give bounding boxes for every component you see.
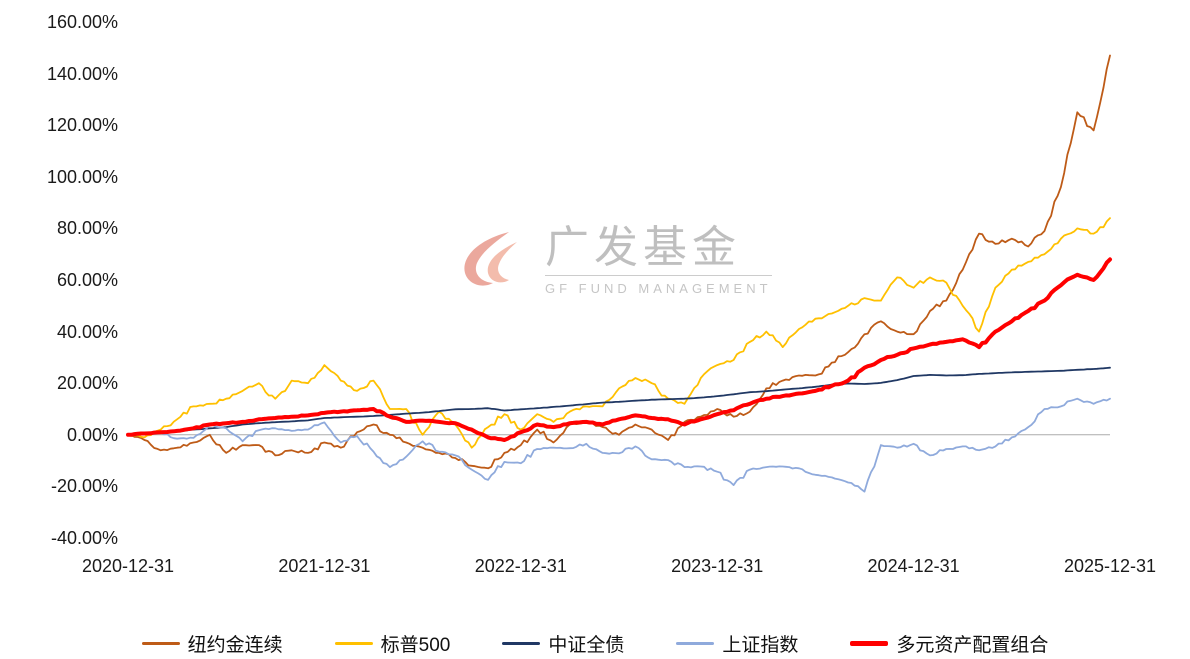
watermark-text: 广发基金 GF FUND MANAGEMENT — [545, 224, 772, 296]
series-line-1 — [127, 54, 1111, 470]
legend-swatch — [334, 642, 373, 645]
series-line-2 — [127, 217, 1111, 449]
legend-label: 纽约金连续 — [187, 635, 283, 656]
legend-item: 纽约金连续 — [141, 630, 283, 657]
legend-label: 中证全债 — [548, 635, 625, 656]
legend-item: 上证指数 — [676, 630, 798, 657]
legend-item: 中证全债 — [502, 630, 624, 657]
legend-swatch — [850, 641, 889, 646]
series-line-4 — [127, 397, 1111, 493]
legend-item: 多元资产配置组合 — [850, 630, 1048, 657]
legend-swatch — [676, 642, 715, 645]
series-line-3 — [127, 366, 1111, 436]
legend-label: 多元资产配置组合 — [896, 635, 1049, 656]
gf-fund-logo-icon — [464, 232, 517, 286]
watermark-en: GF FUND MANAGEMENT — [545, 281, 772, 296]
legend: 纽约金连续 标普500 中证全债 上证指数 多元资产配置组合 — [0, 630, 1190, 657]
legend-label: 标普500 — [380, 635, 451, 656]
watermark-divider — [545, 275, 772, 276]
legend-swatch — [141, 642, 180, 645]
watermark: 广发基金 GF FUND MANAGEMENT — [447, 224, 772, 296]
legend-item: 标普500 — [334, 630, 451, 657]
legend-swatch — [502, 642, 541, 645]
watermark-cn: 广发基金 — [545, 223, 741, 272]
series-line-5 — [126, 257, 1112, 442]
legend-label: 上证指数 — [722, 635, 799, 656]
